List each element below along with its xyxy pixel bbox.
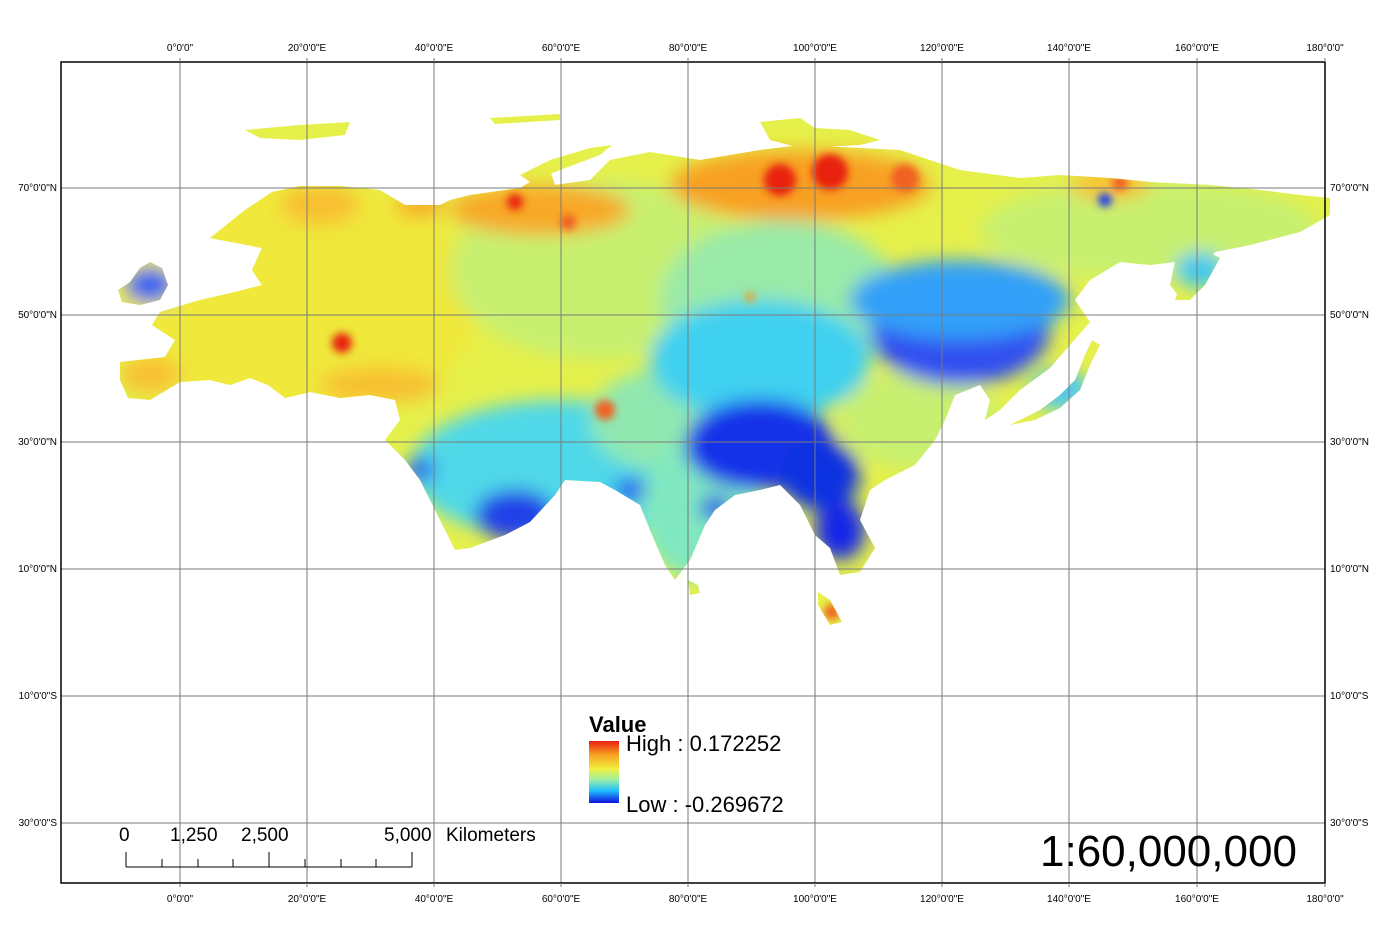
longitude-label-bottom: 160°0'0"E [1175,894,1219,905]
legend: Value High : 0.172252 Low : -0.269672 [589,712,784,817]
longitude-label-bottom: 20°0'0"E [288,894,327,905]
longitude-label-top: 180°0'0" [1306,43,1344,54]
longitude-label-bottom: 60°0'0"E [542,894,581,905]
latitude-label-right: 70°0'0"N [1330,183,1369,194]
map-frame [60,61,1326,884]
longitude-label-top: 80°0'0"E [669,43,708,54]
latitude-label-right: 10°0'0"S [1330,691,1369,702]
latitude-label-right: 30°0'0"N [1330,437,1369,448]
legend-title: Value [589,712,646,737]
tick-layer: 0°0'0" 0°0'0" 20°0'0"E 20°0'0"E 40°0'0"E 40°0… [18,43,1369,905]
scale-bar-line [125,852,413,868]
latitude-label-right: 50°0'0"N [1330,310,1369,321]
latitude-label-left: 30°0'0"N [18,437,57,448]
legend-color-ramp [589,741,619,803]
longitude-label-bottom: 0°0'0" [167,894,194,905]
scale-bar: 0 1,250 2,500 5,000 Kilometers [119,825,536,868]
latitude-label-left: 10°0'0"S [19,691,58,702]
longitude-label-bottom: 140°0'0"E [1047,894,1091,905]
longitude-label-bottom: 120°0'0"E [920,894,964,905]
longitude-label-bottom: 180°0'0" [1306,894,1344,905]
graticule [61,62,1325,883]
latitude-label-left: 50°0'0"N [18,310,57,321]
scale-label-0: 0 [119,825,130,846]
longitude-label-top: 140°0'0"E [1047,43,1091,54]
latitude-label-left: 30°0'0"S [19,818,58,829]
scale-label-1250: 1,250 [170,825,218,846]
longitude-label-bottom: 100°0'0"E [793,894,837,905]
latitude-label-right: 10°0'0"N [1330,564,1369,575]
longitude-label-top: 0°0'0" [167,43,194,54]
longitude-label-top: 40°0'0"E [415,43,454,54]
longitude-label-bottom: 40°0'0"E [415,894,454,905]
longitude-label-bottom: 80°0'0"E [669,894,708,905]
latitude-label-left: 10°0'0"N [18,564,57,575]
longitude-label-top: 100°0'0"E [793,43,837,54]
scale-unit: Kilometers [446,825,536,846]
scale-label-5000: 5,000 [384,825,432,846]
longitude-label-top: 120°0'0"E [920,43,964,54]
scale-ratio: 1:60,000,000 [1040,827,1297,876]
longitude-label-top: 60°0'0"E [542,43,581,54]
latitude-label-right: 30°0'0"S [1330,818,1369,829]
longitude-label-top: 20°0'0"E [288,43,327,54]
legend-low-label: Low : -0.269672 [626,792,784,817]
raster-layer [118,114,1330,625]
scale-label-2500: 2,500 [241,825,289,846]
longitude-label-top: 160°0'0"E [1175,43,1219,54]
latitude-label-left: 70°0'0"N [18,183,57,194]
legend-high-label: High : 0.172252 [626,731,781,756]
